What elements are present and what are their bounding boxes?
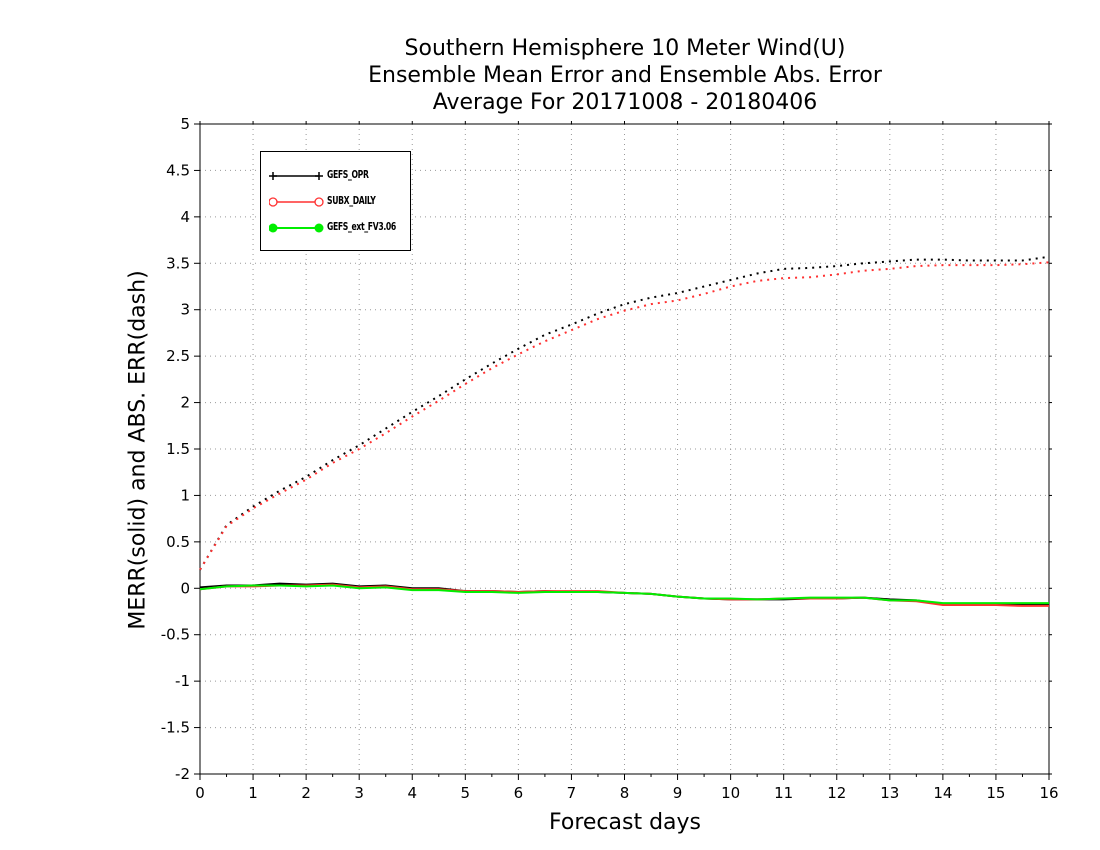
y-axis-label: MERR(solid) and ABS. ERR(dash): [125, 270, 151, 630]
chart-title-line-3: Average For 20171008 - 20180406: [432, 90, 818, 115]
legend-item-gefs-opr: GEFS_OPR: [261, 166, 410, 186]
legend-label-gefs-opr: GEFS_OPR: [327, 168, 369, 181]
series-abs-err-gefs-opr: [199, 255, 1050, 571]
x-tick-label: 16: [1039, 784, 1058, 802]
series-merr-gefs-ext-fv3-06: [199, 584, 1049, 605]
y-tick-label: -1: [175, 672, 190, 690]
y-tick-label: -1.5: [161, 719, 190, 737]
x-axis-label: Forecast days: [548, 810, 701, 835]
legend: GEFS_OPR SUBX_DAILY GEFS_ext_FV3.06: [260, 151, 411, 251]
y-tick-label: -0.5: [161, 626, 190, 644]
y-tick-label: 0.5: [166, 533, 190, 551]
x-tick-label: 6: [514, 784, 524, 802]
x-tick-label: 10: [721, 784, 740, 802]
y-tick-label: 5: [180, 115, 190, 133]
legend-item-subx-daily: SUBX_DAILY: [261, 192, 410, 212]
y-tick-label: -2: [175, 765, 190, 783]
legend-swatch-gefs-ext: [269, 223, 324, 233]
y-tick-label: 0: [180, 579, 190, 597]
x-tick-label: 11: [774, 784, 793, 802]
legend-swatch-subx-daily: [269, 197, 324, 207]
y-tick-label: 2.5: [166, 347, 190, 365]
x-tick-label: 7: [567, 784, 577, 802]
x-tick-label: 1: [248, 784, 258, 802]
x-tick-label: 12: [827, 784, 846, 802]
x-tick-label: 15: [986, 784, 1005, 802]
chart-title-line-2: Ensemble Mean Error and Ensemble Abs. Er…: [368, 63, 882, 88]
y-tick-label: 4.5: [166, 161, 190, 179]
x-tick-label: 14: [933, 784, 952, 802]
x-tick-label: 8: [620, 784, 630, 802]
legend-label-gefs-ext: GEFS_ext_FV3.06: [327, 220, 396, 233]
series-abs-err-subx-daily: [199, 261, 1050, 571]
legend-swatch-gefs-opr: [269, 172, 323, 180]
x-tick-label: 9: [673, 784, 683, 802]
series-merr-subx-daily: [199, 583, 1049, 607]
y-tick-label: 3: [180, 301, 190, 319]
chart-title-line-1: Southern Hemisphere 10 Meter Wind(U): [404, 36, 846, 61]
x-tick-label: 13: [880, 784, 899, 802]
y-tick-label: 1: [180, 486, 190, 504]
x-tick-label: 5: [461, 784, 471, 802]
legend-item-gefs-ext: GEFS_ext_FV3.06: [261, 218, 410, 238]
x-tick-label: 4: [407, 784, 417, 802]
y-tick-label: 1.5: [166, 440, 190, 458]
y-tick-label: 2: [180, 394, 190, 412]
x-tick-label: 3: [354, 784, 364, 802]
y-tick-label: 4: [180, 208, 190, 226]
x-tick-label: 0: [195, 784, 205, 802]
y-tick-label: 3.5: [166, 254, 190, 272]
legend-label-subx-daily: SUBX_DAILY: [327, 194, 376, 207]
x-tick-label: 2: [301, 784, 311, 802]
